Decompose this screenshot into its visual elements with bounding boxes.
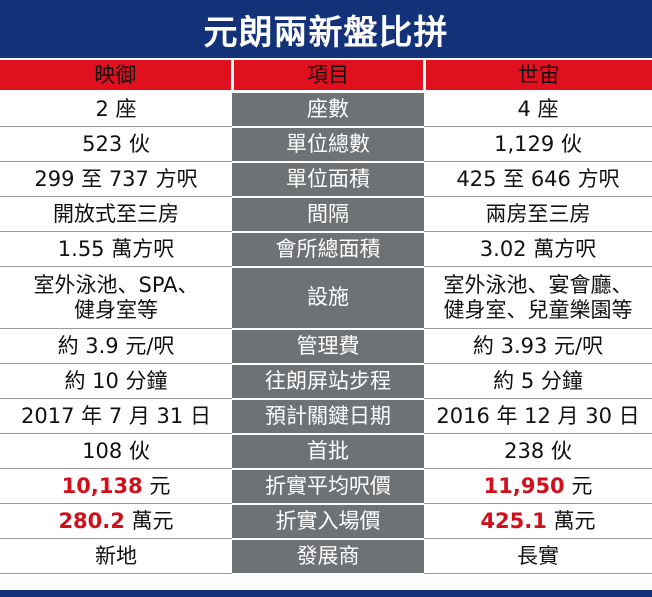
header-left: 映御: [0, 60, 234, 93]
row-label: 單位總數: [232, 126, 424, 163]
right-unit: 元: [564, 473, 593, 498]
left-value: 1.55 萬方呎: [0, 231, 232, 267]
left-value: 10,138 元: [0, 468, 232, 504]
row-label: 會所總面積: [232, 231, 424, 268]
table-row: 2017 年 7 月 31 日 預計關鍵日期 2016 年 12 月 30 日: [0, 398, 652, 435]
page-title: 元朗兩新盤比拼: [0, 0, 652, 58]
row-label: 往朗屏站步程: [232, 363, 424, 400]
left-value: 約 10 分鐘: [0, 363, 232, 399]
right-value: 長實: [424, 538, 652, 574]
left-value-line2: 健身室等: [74, 297, 158, 322]
left-value: 280.2 萬元: [0, 503, 232, 539]
header-middle: 項目: [232, 60, 426, 93]
row-label: 發展商: [232, 538, 424, 575]
right-value: 兩房至三房: [424, 196, 652, 232]
right-value: 3.02 萬方呎: [424, 231, 652, 267]
left-value-line1: 室外泳池、SPA、: [33, 273, 199, 298]
row-label: 折實平均呎價: [232, 468, 424, 505]
left-number: 10,138: [61, 473, 143, 498]
header-right: 世宙: [424, 60, 652, 93]
bottom-rule: [0, 590, 652, 597]
left-number: 280.2: [58, 508, 125, 533]
row-label: 座數: [232, 91, 424, 128]
left-value: 室外泳池、SPA、 健身室等: [0, 266, 232, 329]
left-value: 299 至 737 方呎: [0, 161, 232, 197]
row-label: 管理費: [232, 328, 424, 365]
comparison-table: 映御 項目 世宙 2 座 座數 4 座 523 伙 單位總數 1,129 伙 2…: [0, 60, 652, 575]
row-label: 首批: [232, 433, 424, 470]
right-value-line2: 健身室、兒童樂園等: [443, 297, 633, 322]
table-row: 299 至 737 方呎 單位面積 425 至 646 方呎: [0, 161, 652, 198]
right-value: 2016 年 12 月 30 日: [424, 398, 652, 434]
left-unit: 元: [142, 473, 171, 498]
right-value: 約 3.93 元/呎: [424, 328, 652, 364]
right-value-line1: 室外泳池、宴會廳、: [443, 273, 633, 298]
table-row: 新地 發展商 長實: [0, 538, 652, 575]
row-label: 間隔: [232, 196, 424, 233]
table-row: 108 伙 首批 238 伙: [0, 433, 652, 470]
table-row: 約 3.9 元/呎 管理費 約 3.93 元/呎: [0, 328, 652, 365]
right-value: 4 座: [424, 91, 652, 127]
row-label: 折實入場價: [232, 503, 424, 540]
table-row: 280.2 萬元 折實入場價 425.1 萬元: [0, 503, 652, 540]
right-value: 室外泳池、宴會廳、 健身室、兒童樂園等: [424, 266, 652, 329]
row-label: 預計關鍵日期: [232, 398, 424, 435]
table-row: 523 伙 單位總數 1,129 伙: [0, 126, 652, 163]
right-value: 約 5 分鐘: [424, 363, 652, 399]
table-row: 約 10 分鐘 往朗屏站步程 約 5 分鐘: [0, 363, 652, 400]
left-value: 2017 年 7 月 31 日: [0, 398, 232, 434]
left-value: 108 伙: [0, 433, 232, 469]
left-value: 新地: [0, 538, 232, 574]
header-row: 映御 項目 世宙: [0, 60, 652, 93]
right-value: 11,950 元: [424, 468, 652, 504]
right-value: 425 至 646 方呎: [424, 161, 652, 197]
left-unit: 萬元: [124, 508, 174, 533]
left-value: 523 伙: [0, 126, 232, 162]
table-row: 10,138 元 折實平均呎價 11,950 元: [0, 468, 652, 505]
table-row: 室外泳池、SPA、 健身室等 設施 室外泳池、宴會廳、 健身室、兒童樂園等: [0, 266, 652, 330]
table-row: 1.55 萬方呎 會所總面積 3.02 萬方呎: [0, 231, 652, 268]
right-value: 238 伙: [424, 433, 652, 469]
row-label: 設施: [232, 266, 424, 330]
left-value: 開放式至三房: [0, 196, 232, 232]
left-value: 2 座: [0, 91, 232, 127]
right-number: 11,950: [483, 473, 565, 498]
right-number: 425.1: [480, 508, 547, 533]
row-label: 單位面積: [232, 161, 424, 198]
table-row: 開放式至三房 間隔 兩房至三房: [0, 196, 652, 233]
left-value: 約 3.9 元/呎: [0, 328, 232, 364]
table-row: 2 座 座數 4 座: [0, 91, 652, 128]
right-value: 425.1 萬元: [424, 503, 652, 539]
right-value: 1,129 伙: [424, 126, 652, 162]
right-unit: 萬元: [546, 508, 596, 533]
